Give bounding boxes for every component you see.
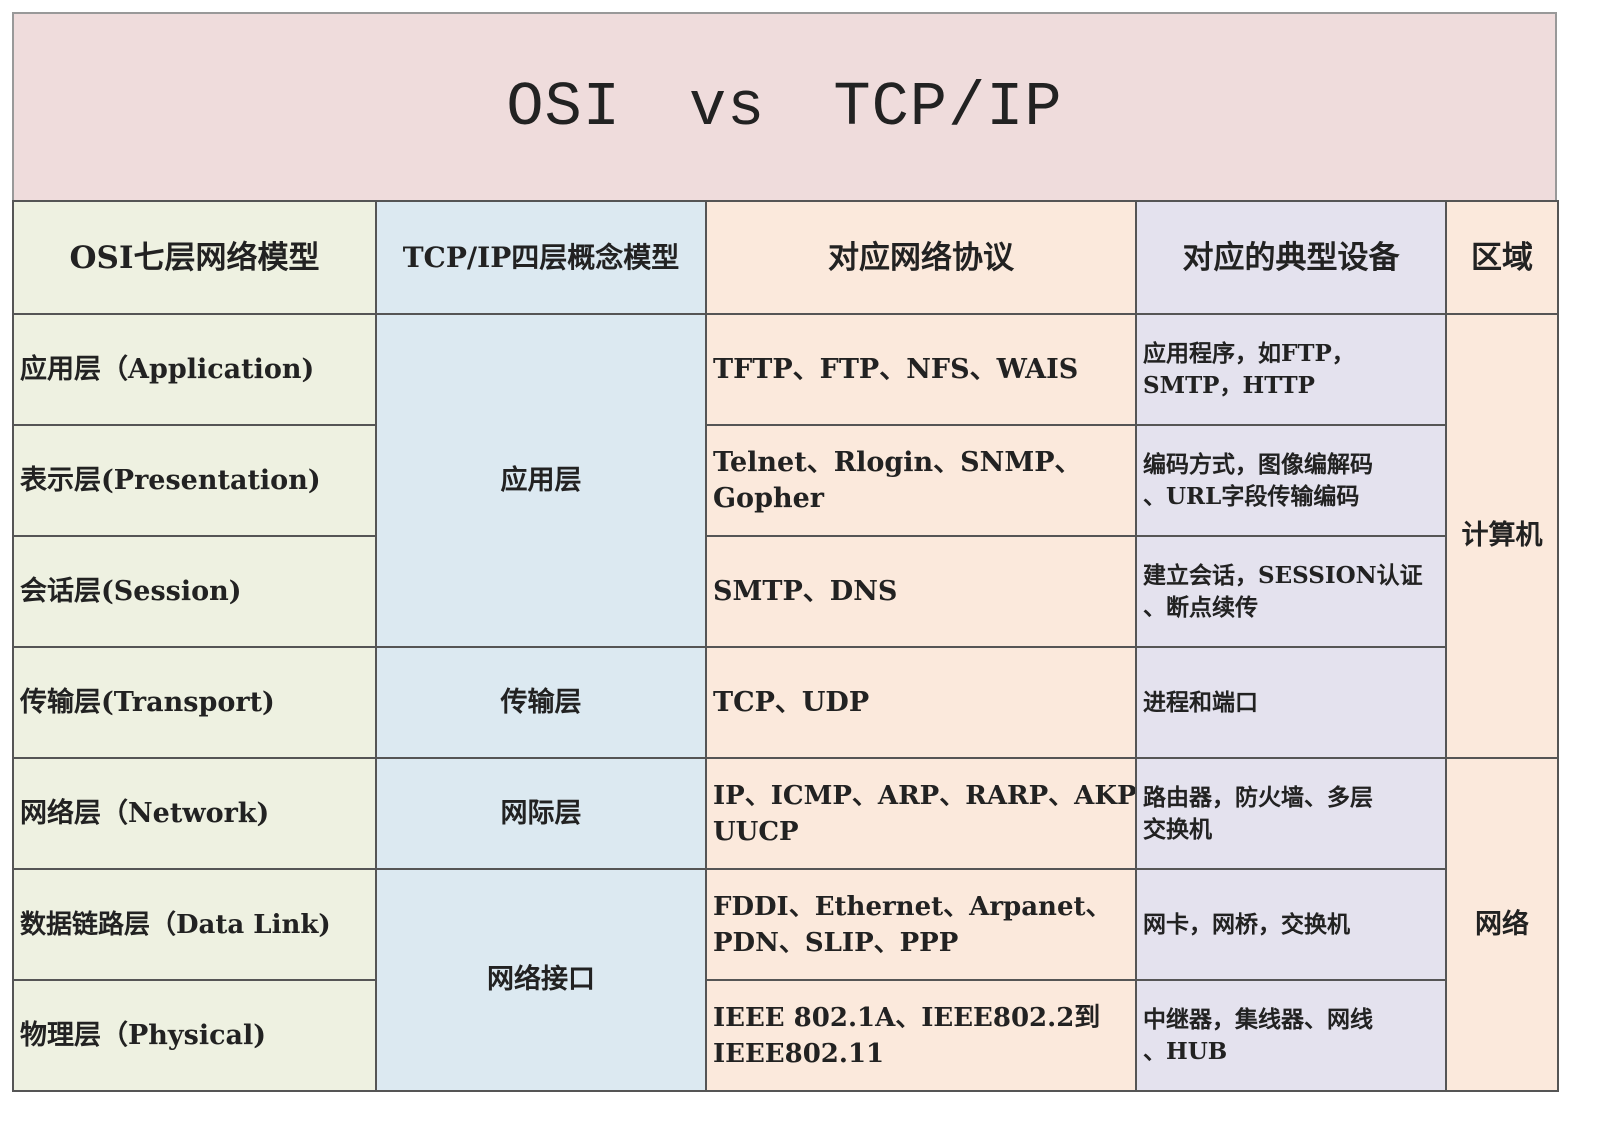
device-line: 、URL字段传输编码	[1143, 482, 1360, 510]
page-title: OSI vs TCP/IP	[12, 12, 1557, 200]
protocols: IEEE 802.1A、IEEE802.2到 IEEE802.11	[705, 979, 1137, 1092]
devices: 建立会话，SESSION认证 、断点续传	[1135, 535, 1447, 648]
protocol-line: TFTP、FTP、NFS、WAIS	[713, 353, 1079, 385]
device-line: 、HUB	[1143, 1037, 1228, 1065]
table-row: 应用层（Application) 应用层 TFTP、FTP、NFS、WAIS 应…	[12, 313, 1559, 759]
osi-layer: 应用层（Application)	[12, 313, 377, 426]
table-row: 表示层(Presentation) Telnet、Rlogin、SNMP、 Gop…	[12, 424, 1558, 537]
area: 计算机	[1445, 313, 1559, 759]
device-line: 路由器，防火墙、多层	[1143, 783, 1373, 811]
header-protocols: 对应网络协议	[705, 200, 1137, 315]
device-line: SMTP，HTTP	[1143, 371, 1315, 399]
devices: 网卡，网桥，交换机	[1135, 868, 1447, 981]
protocol-line: IEEE802.11	[713, 1038, 885, 1069]
devices: 编码方式，图像编解码 、URL字段传输编码	[1135, 424, 1447, 537]
protocols: FDDI、Ethernet、Arpanet、 PDN、SLIP、PPP	[705, 868, 1137, 981]
device-line: 交换机	[1143, 815, 1212, 843]
protocols: SMTP、DNS	[705, 535, 1137, 648]
devices: 进程和端口	[1135, 646, 1447, 759]
tcpip-layer: 网际层	[375, 757, 707, 870]
device-line: 建立会话，SESSION认证	[1143, 561, 1423, 589]
osi-layer: 网络层（Network)	[12, 757, 377, 870]
protocol-line: IP、ICMP、ARP、RARP、AKP、	[713, 780, 1136, 811]
osi-layer: 传输层(Transport)	[12, 646, 377, 759]
protocol-line: FDDI、Ethernet、Arpanet、	[713, 891, 1112, 922]
title-tcpip: TCP/IP	[833, 71, 1063, 143]
devices: 中继器，集线器、网线 、HUB	[1135, 979, 1447, 1092]
header-osi: OSI七层网络模型	[12, 200, 377, 315]
header-area: 区域	[1445, 200, 1559, 315]
osi-layer: 表示层(Presentation)	[12, 424, 377, 537]
table-row: 数据链路层（Data Link) 网络接口 FDDI、Ethernet、Arpa…	[12, 868, 1558, 1092]
device-line: 中继器，集线器、网线	[1143, 1005, 1373, 1033]
protocols: Telnet、Rlogin、SNMP、 Gopher	[705, 424, 1137, 537]
device-line: 网卡，网桥，交换机	[1143, 910, 1350, 938]
devices: 路由器，防火墙、多层 交换机	[1135, 757, 1447, 870]
table-row: 传输层(Transport) 传输层 TCP、UDP 进程和端口	[12, 646, 1558, 759]
area: 网络	[1445, 757, 1559, 1092]
osi-layer: 会话层(Session)	[12, 535, 377, 648]
tcpip-layer: 网络接口	[375, 868, 707, 1092]
header-tcpip: TCP/IP四层概念模型	[375, 200, 707, 315]
protocol-line: SMTP、DNS	[713, 575, 898, 607]
device-line: 进程和端口	[1143, 688, 1258, 716]
tcpip-layer: 传输层	[375, 646, 707, 759]
protocols: TCP、UDP	[705, 646, 1137, 759]
protocol-line: TCP、UDP	[713, 686, 870, 718]
comparison-table: OSI七层网络模型 TCP/IP四层概念模型 对应网络协议 对应的典型设备 区域…	[12, 200, 1559, 1092]
protocols: TFTP、FTP、NFS、WAIS	[705, 313, 1137, 426]
table-row: 物理层（Physical) IEEE 802.1A、IEEE802.2到 IEEE…	[12, 979, 1558, 1092]
table-row: 会话层(Session) SMTP、DNS 建立会话，SESSION认证 、断点续…	[12, 535, 1558, 648]
header-row: OSI七层网络模型 TCP/IP四层概念模型 对应网络协议 对应的典型设备 区域	[12, 200, 1559, 315]
protocol-line: UUCP	[713, 816, 799, 847]
protocol-line: PDN、SLIP、PPP	[713, 927, 959, 958]
device-line: 、断点续传	[1143, 593, 1258, 621]
protocols: IP、ICMP、ARP、RARP、AKP、 UUCP	[705, 757, 1137, 870]
device-line: 编码方式，图像编解码	[1143, 450, 1373, 478]
protocol-line: Gopher	[713, 482, 824, 514]
table-row: 网络层（Network) 网际层 IP、ICMP、ARP、RARP、AKP、 UU…	[12, 757, 1559, 1092]
protocol-line: IEEE 802.1A、IEEE802.2到	[713, 1002, 1101, 1033]
osi-layer: 数据链路层（Data Link)	[12, 868, 377, 981]
device-line: 应用程序，如FTP，	[1143, 339, 1355, 367]
tcpip-layer: 应用层	[375, 313, 707, 648]
title-osi: OSI	[506, 71, 621, 143]
protocol-line: Telnet、Rlogin、SNMP、	[713, 446, 1082, 478]
osi-tcpip-comparison: OSI vs TCP/IP OSI七层网络模型 TCP/IP四层概念模型 对应网…	[12, 12, 1559, 1092]
header-devices: 对应的典型设备	[1135, 200, 1447, 315]
title-vs: vs	[688, 71, 766, 143]
osi-layer: 物理层（Physical)	[12, 979, 377, 1092]
devices: 应用程序，如FTP， SMTP，HTTP	[1135, 313, 1447, 426]
